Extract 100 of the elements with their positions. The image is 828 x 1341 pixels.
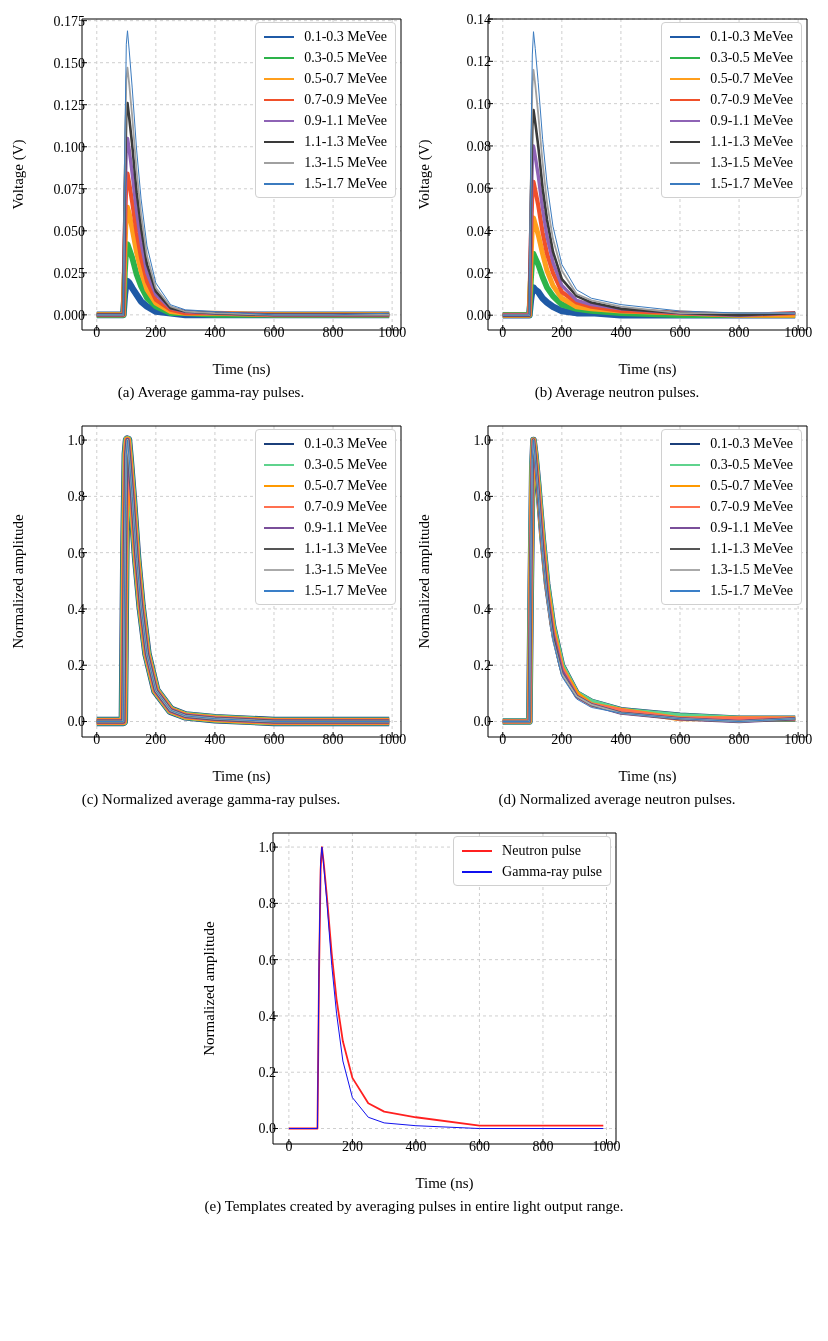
x-tick-label: 400 xyxy=(610,731,632,747)
legend-label: 0.7-0.9 MeVee xyxy=(304,91,387,108)
y-tick-label: 0.00 xyxy=(466,308,491,324)
y-tick-label: 1.0 xyxy=(258,840,276,856)
x-tick-label: 0 xyxy=(499,324,507,340)
legend-label: 0.3-0.5 MeVee xyxy=(710,49,793,66)
text: (b) Average neutron pulses. xyxy=(533,384,701,401)
y-axis-title: Normalized amplitude xyxy=(201,920,218,1056)
legend-label: 0.5-0.7 MeVee xyxy=(710,70,793,87)
x-tick-label: 0 xyxy=(93,731,101,747)
y-tick-label: 0.000 xyxy=(53,307,85,323)
text: (a) Average gamma-ray pulses. xyxy=(116,384,306,401)
x-tick-label: 400 xyxy=(204,731,226,747)
legend-label: 1.3-1.5 MeVee xyxy=(304,561,387,578)
y-tick-label: 0.14 xyxy=(466,11,491,27)
legend-label: 0.9-1.1 MeVee xyxy=(304,112,387,129)
x-tick-label: 200 xyxy=(145,324,167,340)
legend-label: 1.1-1.3 MeVee xyxy=(710,133,793,150)
legend-label: 1.3-1.5 MeVee xyxy=(710,561,793,578)
y-tick-label: 1.0 xyxy=(473,433,491,449)
legend-label: 1.5-1.7 MeVee xyxy=(710,582,793,599)
y-tick-label: 0.4 xyxy=(258,1008,276,1024)
x-tick-label: 200 xyxy=(145,731,167,747)
x-tick-label: 200 xyxy=(551,324,573,340)
y-tick-label: 0.10 xyxy=(466,96,491,112)
y-tick-label: 0.8 xyxy=(258,896,276,912)
legend-label: 0.5-0.7 MeVee xyxy=(304,70,387,87)
legend-label: Gamma-ray pulse xyxy=(502,863,602,880)
y-axis-title: Voltage (V) xyxy=(10,139,28,210)
y-axis-title: Voltage (V) xyxy=(416,139,434,210)
legend-label: 1.1-1.3 MeVee xyxy=(710,540,793,557)
y-tick-label: 0.2 xyxy=(258,1065,276,1081)
x-axis-title: Time (ns) xyxy=(212,361,271,378)
legend-label: 0.7-0.9 MeVee xyxy=(304,498,387,515)
x-tick-label: 600 xyxy=(669,731,691,747)
legend-label: 1.1-1.3 MeVee xyxy=(304,540,387,557)
x-tick-label: 600 xyxy=(263,731,285,747)
y-tick-label: 0.125 xyxy=(53,97,85,113)
legend-label: 1.1-1.3 MeVee xyxy=(304,133,387,150)
x-tick-label: 400 xyxy=(204,324,226,340)
legend-label: 0.7-0.9 MeVee xyxy=(710,498,793,515)
y-tick-label: 0.175 xyxy=(53,13,85,29)
y-tick-label: 0.8 xyxy=(473,489,491,505)
y-tick-label: 0.0 xyxy=(67,714,85,730)
y-tick-label: 0.02 xyxy=(466,265,491,281)
x-tick-label: 800 xyxy=(322,324,344,340)
legend-label: 0.3-0.5 MeVee xyxy=(304,49,387,66)
y-tick-label: 0.6 xyxy=(258,952,276,968)
x-axis-title: Time (ns) xyxy=(618,768,677,785)
y-tick-label: 0.12 xyxy=(466,54,491,70)
x-tick-label: 600 xyxy=(263,324,285,340)
legend-label: 0.9-1.1 MeVee xyxy=(304,519,387,536)
x-tick-label: 600 xyxy=(669,324,691,340)
legend-label: 0.1-0.3 MeVee xyxy=(710,28,793,45)
legend-label: 0.3-0.5 MeVee xyxy=(710,456,793,473)
x-tick-label: 400 xyxy=(610,324,632,340)
x-tick-label: 800 xyxy=(728,324,750,340)
x-tick-label: 400 xyxy=(405,1138,427,1154)
legend-label: 0.7-0.9 MeVee xyxy=(710,91,793,108)
text: (c) Normalized average gamma-ray pulses. xyxy=(80,791,342,808)
y-tick-label: 0.8 xyxy=(67,489,85,505)
x-axis-title: Time (ns) xyxy=(415,1175,474,1192)
text: (d) Normalized average neutron pulses. xyxy=(497,791,737,808)
legend-label: 1.5-1.7 MeVee xyxy=(710,175,793,192)
y-tick-label: 0.6 xyxy=(473,545,491,561)
y-tick-label: 0.075 xyxy=(53,181,85,197)
x-tick-label: 800 xyxy=(532,1138,554,1154)
legend-label: 0.1-0.3 MeVee xyxy=(304,28,387,45)
legend-label: 0.5-0.7 MeVee xyxy=(304,477,387,494)
legend-label: 0.3-0.5 MeVee xyxy=(304,456,387,473)
y-tick-label: 0.100 xyxy=(53,139,85,155)
x-tick-label: 0 xyxy=(499,731,507,747)
y-axis-title: Normalized amplitude xyxy=(10,513,27,649)
y-tick-label: 0.150 xyxy=(53,55,85,71)
legend-label: 0.5-0.7 MeVee xyxy=(710,477,793,494)
legend-label: 1.3-1.5 MeVee xyxy=(710,154,793,171)
legend-label: 0.1-0.3 MeVee xyxy=(304,435,387,452)
legend-label: 0.9-1.1 MeVee xyxy=(710,519,793,536)
y-tick-label: 0.050 xyxy=(53,223,85,239)
legend-label: 0.9-1.1 MeVee xyxy=(710,112,793,129)
legend-label: 1.5-1.7 MeVee xyxy=(304,175,387,192)
y-tick-label: 1.0 xyxy=(67,433,85,449)
y-tick-label: 0.2 xyxy=(473,658,491,674)
y-tick-label: 0.0 xyxy=(473,714,491,730)
x-tick-label: 1000 xyxy=(784,731,813,747)
y-tick-label: 0.025 xyxy=(53,265,85,281)
y-tick-label: 0.6 xyxy=(67,545,85,561)
x-tick-label: 1000 xyxy=(592,1138,621,1154)
x-tick-label: 800 xyxy=(322,731,344,747)
y-tick-label: 0.4 xyxy=(67,601,85,617)
x-tick-label: 800 xyxy=(728,731,750,747)
legend-label: Neutron pulse xyxy=(502,842,582,859)
y-tick-label: 0.08 xyxy=(466,138,491,154)
x-tick-label: 200 xyxy=(551,731,573,747)
x-tick-label: 1000 xyxy=(784,324,813,340)
y-tick-label: 0.2 xyxy=(67,658,85,674)
x-tick-label: 1000 xyxy=(378,731,407,747)
y-tick-label: 0.04 xyxy=(466,223,491,239)
legend-label: 0.1-0.3 MeVee xyxy=(710,435,793,452)
x-axis-title: Time (ns) xyxy=(618,361,677,378)
